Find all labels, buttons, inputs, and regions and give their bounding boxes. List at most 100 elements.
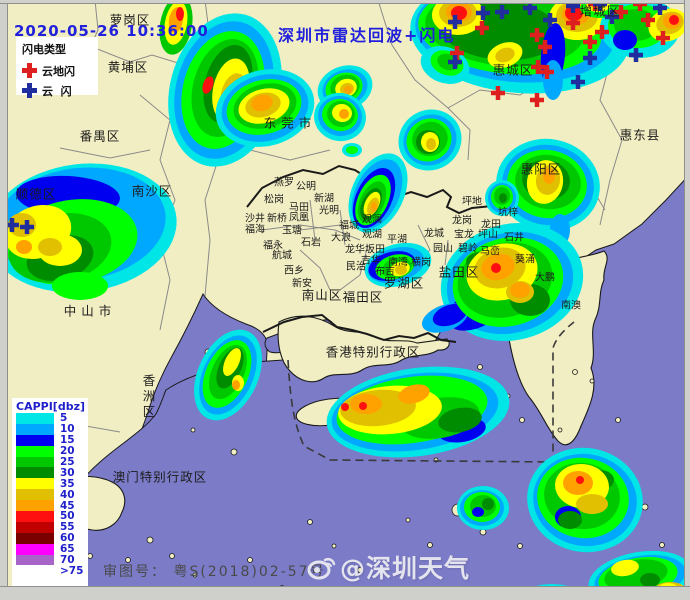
map-label: 龙田: [481, 219, 501, 231]
map-label: 新桥: [267, 213, 287, 225]
cloud-to-ground-strike-icon: [614, 5, 628, 19]
island: [615, 417, 621, 423]
map-label: 石岩: [301, 237, 321, 249]
cell-sea-sw: [457, 486, 509, 530]
island: [192, 572, 198, 578]
map-label: 萝岗区: [109, 12, 151, 28]
cappi-level-row: 10: [16, 423, 88, 436]
cappi-swatch: [16, 511, 54, 522]
island: [477, 364, 483, 370]
intra-cloud-strike-icon: [20, 220, 34, 234]
window-frame-right: [684, 0, 690, 600]
island: [405, 517, 411, 523]
cell-maluan-kuichong: [422, 222, 584, 342]
cappi-value: 55: [60, 521, 75, 534]
island: [146, 536, 154, 544]
cappi-value: 35: [60, 477, 75, 490]
map-label: 坑梓: [498, 207, 518, 219]
island: [357, 567, 363, 573]
intra-cloud-strike-icon: [448, 55, 462, 69]
map-label: 惠阳区: [520, 161, 562, 177]
cappi-value: 50: [60, 510, 75, 523]
island: [331, 543, 337, 549]
map-label: 航城: [272, 250, 292, 262]
cell-dongguan: [215, 69, 315, 147]
cappi-swatch: [16, 467, 54, 479]
cloud-to-ground-strike-icon: [475, 21, 489, 35]
island: [427, 542, 433, 548]
map-label: 龙城: [424, 228, 444, 240]
cappi-legend: CAPPI[dbz] 5 10 15 20 25 30 35 40 45 50 55 60 65 70 >7…: [12, 398, 88, 586]
cloud-to-ground-strike-icon: [633, 0, 647, 11]
map-label: 沙井: [245, 213, 265, 225]
cloud-to-ground-strike-icon: [531, 60, 545, 74]
map-label: 福永: [263, 240, 283, 252]
map-label: 顺德区: [15, 186, 57, 202]
intra-cloud-strike-icon: [593, 0, 607, 11]
map-label: 中山市: [63, 303, 117, 319]
island: [572, 369, 578, 375]
maritime-boundary-dashed: [287, 321, 575, 463]
cappi-level-row: 5: [16, 413, 88, 424]
island: [230, 448, 238, 456]
cappi-swatch: [16, 489, 54, 501]
cappi-level-row: 70: [16, 554, 88, 566]
cappi-value: >75: [60, 564, 84, 577]
cappi-swatch: [16, 478, 54, 490]
cappi-value: 10: [60, 423, 75, 436]
map-label: 横岗: [411, 257, 431, 269]
cloud-to-ground-strike-icon: [491, 86, 505, 100]
map-label: 福城: [339, 220, 359, 232]
island: [307, 519, 313, 525]
map-label: 盐田区: [438, 264, 480, 280]
cappi-value: 65: [60, 543, 75, 556]
cell-shunde-nw: [0, 163, 177, 300]
cappi-level-row: >75: [16, 564, 88, 577]
cell-hongkong: [326, 366, 510, 458]
map-label: 香港特别行政区: [325, 344, 421, 360]
cloud-to-ground-label: 云地闪: [42, 64, 75, 78]
page-title: 深圳市雷达回波+闪电: [278, 26, 456, 45]
map-label: 香洲区: [140, 373, 156, 421]
cappi-swatch: [16, 554, 54, 566]
cloud-to-ground-strike-icon: [595, 25, 609, 39]
map-label: 葵涌: [515, 254, 535, 266]
island: [125, 557, 131, 563]
cappi-level-row: 15: [16, 434, 88, 447]
intra-cloud-label: 云 闪: [42, 84, 72, 98]
cappi-level-row: 60: [16, 532, 88, 544]
map-label: 观澜: [362, 214, 382, 226]
cell-huiyang: [496, 138, 600, 255]
map-label: 布吉: [375, 266, 395, 278]
map-label: 黄埔区: [107, 59, 149, 75]
island: [247, 557, 253, 563]
cell-lingding: [194, 329, 262, 421]
cappi-level-row: 20: [16, 445, 88, 457]
map-label: 凤凰: [289, 212, 309, 224]
lightning-legend: 闪电类型 云地闪 云 闪: [16, 37, 98, 98]
map-label: 惠东县: [619, 127, 661, 143]
cappi-swatch: [16, 500, 54, 512]
map-label: 坂田: [365, 244, 385, 256]
cappi-swatch: [16, 456, 54, 468]
map-label: 松岗: [264, 194, 284, 206]
island: [557, 427, 563, 433]
map-label: 澳门特别行政区: [112, 469, 208, 485]
map-label: 罗湖区: [383, 275, 425, 291]
cappi-scale: 5 10 15 20 25 30 35 40 45 50 55 60 65 70 >75: [16, 413, 88, 577]
map-label: 观湖: [362, 229, 382, 241]
map-label: 大鹏: [535, 272, 555, 284]
cappi-swatch: [16, 565, 54, 577]
map-label: 坪地: [462, 196, 482, 208]
map-label: 新湖: [314, 193, 334, 205]
cappi-value: 5: [60, 412, 68, 425]
cloud-to-ground-strike-icon: [530, 93, 544, 107]
intra-cloud-strike-icon: [448, 15, 462, 29]
timestamp: 2020-05-26 10:36:00: [14, 22, 209, 40]
map-label: 马峦: [480, 246, 500, 258]
island: [517, 543, 523, 549]
intra-cloud-strike-icon: [543, 13, 557, 27]
cappi-value: 15: [60, 434, 75, 447]
map-label: 增城区: [579, 3, 621, 19]
cell-pingdi: [485, 180, 519, 216]
